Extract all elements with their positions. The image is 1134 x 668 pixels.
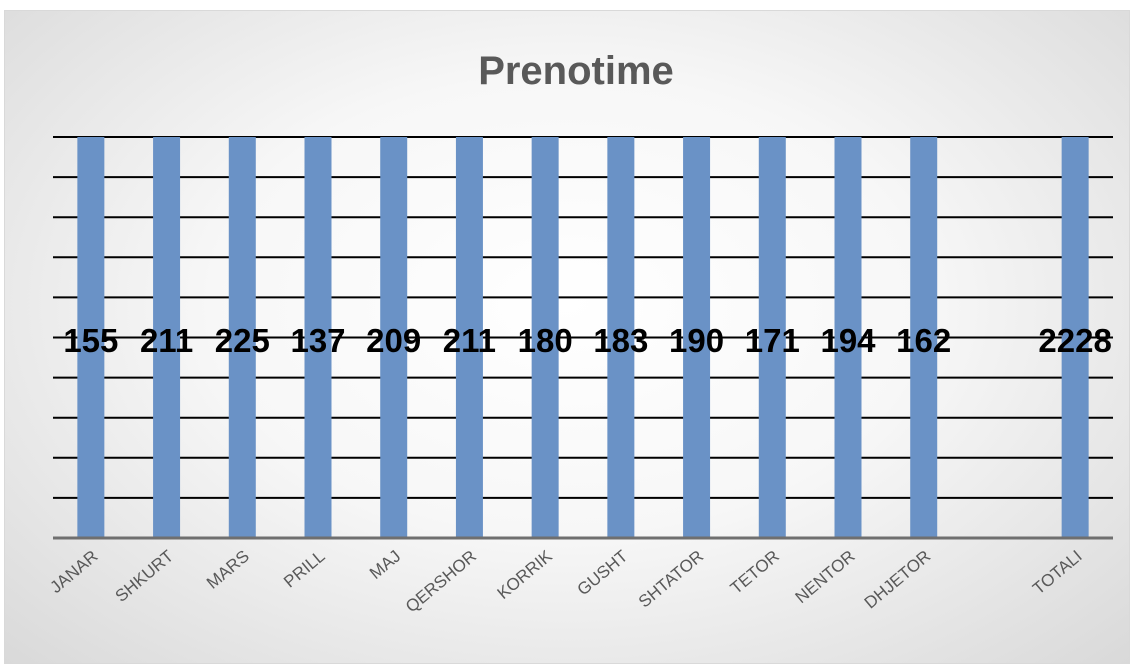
bar-tetor (758, 137, 786, 538)
x-tick-shkurt: SHKURT (112, 547, 178, 606)
data-label-maj: 209 (366, 322, 421, 359)
data-label-totali: 2228 (1038, 322, 1111, 359)
x-tick-dhjetor: DHJETOR (861, 547, 934, 613)
bar-totali (1061, 137, 1089, 538)
data-label-janar: 155 (63, 322, 118, 359)
x-tick-mars: MARS (203, 547, 253, 593)
bar-shkurt (153, 137, 181, 538)
x-tick-prill: PRILL (280, 547, 328, 592)
x-tick-maj: MAJ (366, 547, 404, 583)
x-tick-totali: TOTALI (1029, 547, 1086, 599)
data-label-mars: 225 (215, 322, 270, 359)
x-tick-korrik: KORRIK (494, 546, 557, 603)
data-label-nentor: 194 (820, 322, 876, 359)
chart-title: Prenotime (478, 49, 674, 93)
data-labels: 155 211 225 137 209 211 180 183 190 171 194 162 2228 (63, 322, 1112, 359)
bar-korrik (531, 137, 559, 538)
x-tick-tetor: TETOR (727, 547, 783, 598)
data-label-gusht: 183 (593, 322, 648, 359)
data-label-korrik: 180 (518, 322, 573, 359)
bar-shtator (683, 137, 711, 538)
data-label-prill: 137 (290, 322, 345, 359)
data-label-shkurt: 211 (140, 322, 193, 359)
bar-qershor (455, 137, 483, 538)
bar-gusht (607, 137, 635, 538)
data-label-shtator: 190 (669, 322, 724, 359)
bars (77, 137, 1089, 538)
bar-dhjetor (910, 137, 938, 538)
bar-maj (380, 137, 408, 538)
bar-prill (304, 137, 332, 538)
x-tick-gusht: GUSHT (574, 547, 632, 600)
bar-nentor (834, 137, 862, 538)
x-tick-nentor: NENTOR (792, 547, 859, 608)
bar-mars (228, 137, 256, 538)
data-label-tetor: 171 (745, 322, 800, 359)
x-tick-shtator: SHTATOR (635, 547, 707, 612)
x-tick-qershor: QERSHOR (402, 547, 480, 617)
data-label-qershor: 211 (443, 322, 496, 359)
bar-janar (77, 137, 105, 538)
x-tick-janar: JANAR (47, 547, 102, 597)
data-label-dhjetor: 162 (896, 322, 951, 359)
gridlines (53, 136, 1113, 499)
